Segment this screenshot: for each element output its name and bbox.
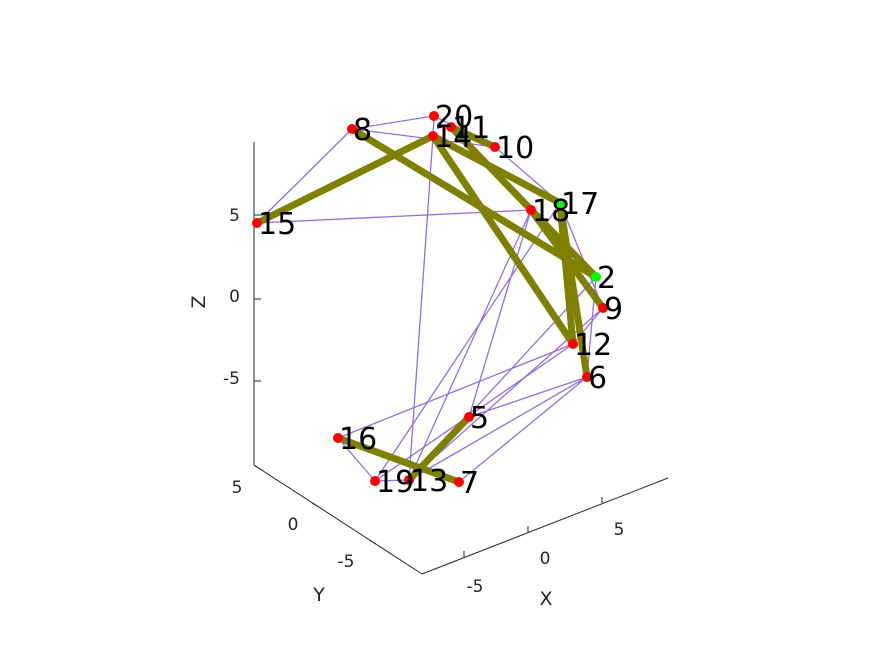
node-7 xyxy=(454,477,464,487)
node-label-18: 18 xyxy=(532,194,570,229)
node-11 xyxy=(446,122,456,132)
y-tick-label: 0 xyxy=(288,515,299,535)
node-label-19: 19 xyxy=(376,465,414,500)
z-tick-label: 5 xyxy=(229,206,240,226)
edge-17-12 xyxy=(556,199,577,348)
z-tick-label: -5 xyxy=(223,369,240,389)
axes: 5 0 -5 5 0 -5 -5 0 5 Z Y X xyxy=(188,142,669,610)
thin-edges xyxy=(256,115,604,483)
node-label-11: 11 xyxy=(452,111,490,146)
thick-edges xyxy=(253,123,607,486)
z-tick-label: 0 xyxy=(229,287,240,307)
edge-19-13 xyxy=(374,479,410,482)
edge-17-19 xyxy=(374,202,561,482)
node-label-5: 5 xyxy=(470,401,489,436)
edge-8-15 xyxy=(256,128,353,224)
node-label-17: 17 xyxy=(561,187,599,222)
edge-20-8 xyxy=(351,115,435,130)
y-tick-mark xyxy=(254,465,263,471)
edge-16-19 xyxy=(337,437,376,482)
node-18 xyxy=(526,205,536,215)
edge-6-7 xyxy=(458,376,588,483)
x-axis-label: X xyxy=(539,588,552,610)
node-16 xyxy=(333,433,343,443)
node-15 xyxy=(252,218,262,228)
edge-14-12 xyxy=(429,132,577,348)
node-label-9: 9 xyxy=(604,292,623,327)
y-tick-label: -5 xyxy=(338,552,355,572)
edge-11-2 xyxy=(447,123,600,281)
z-axis-label: Z xyxy=(188,295,210,308)
node-label-16: 16 xyxy=(339,422,377,457)
node-label-14: 14 xyxy=(434,120,472,155)
node-5 xyxy=(464,412,474,422)
y-tick-mark xyxy=(368,539,377,545)
edge-12-16 xyxy=(337,343,574,439)
node-label-6: 6 xyxy=(588,361,607,396)
node-label-15: 15 xyxy=(258,207,296,242)
x-tick-label: 5 xyxy=(614,520,625,540)
node-9 xyxy=(598,303,608,313)
x-tick-label: 0 xyxy=(540,549,551,569)
node-label-7: 7 xyxy=(460,466,479,501)
node-20 xyxy=(429,111,439,121)
node-14 xyxy=(428,131,438,141)
y-tick-mark xyxy=(311,502,320,508)
edge-11-10 xyxy=(447,123,499,151)
edge-12-19 xyxy=(374,343,574,482)
node-6 xyxy=(582,372,592,382)
edge-18-5 xyxy=(468,209,532,418)
node-17 xyxy=(555,198,565,208)
y-axis-label: Y xyxy=(312,584,325,606)
node-label-13: 13 xyxy=(410,464,448,499)
edge-13-5 xyxy=(405,413,473,484)
y-tick-label: 5 xyxy=(232,478,243,498)
node-2 xyxy=(591,272,601,282)
edge-5-6 xyxy=(468,376,588,418)
node-label-12: 12 xyxy=(574,328,612,363)
edge-16-7 xyxy=(334,434,463,486)
node-8 xyxy=(347,124,357,134)
nodes xyxy=(252,111,608,487)
y-axis-line xyxy=(253,464,423,575)
node-label-8: 8 xyxy=(353,113,372,148)
node-13 xyxy=(404,475,414,485)
node-label-20: 20 xyxy=(435,100,473,135)
node-10 xyxy=(490,142,500,152)
edge-14-13 xyxy=(408,135,434,481)
node-label-2: 2 xyxy=(597,261,616,296)
edge-17-9 xyxy=(559,202,604,309)
edge-15-14 xyxy=(253,132,437,227)
node-label-10: 10 xyxy=(496,131,534,166)
node-19 xyxy=(370,476,380,486)
node-12 xyxy=(568,339,578,349)
x-axis-line xyxy=(421,477,669,575)
x-tick-label: -5 xyxy=(467,577,484,597)
edge-6-13 xyxy=(408,376,588,481)
